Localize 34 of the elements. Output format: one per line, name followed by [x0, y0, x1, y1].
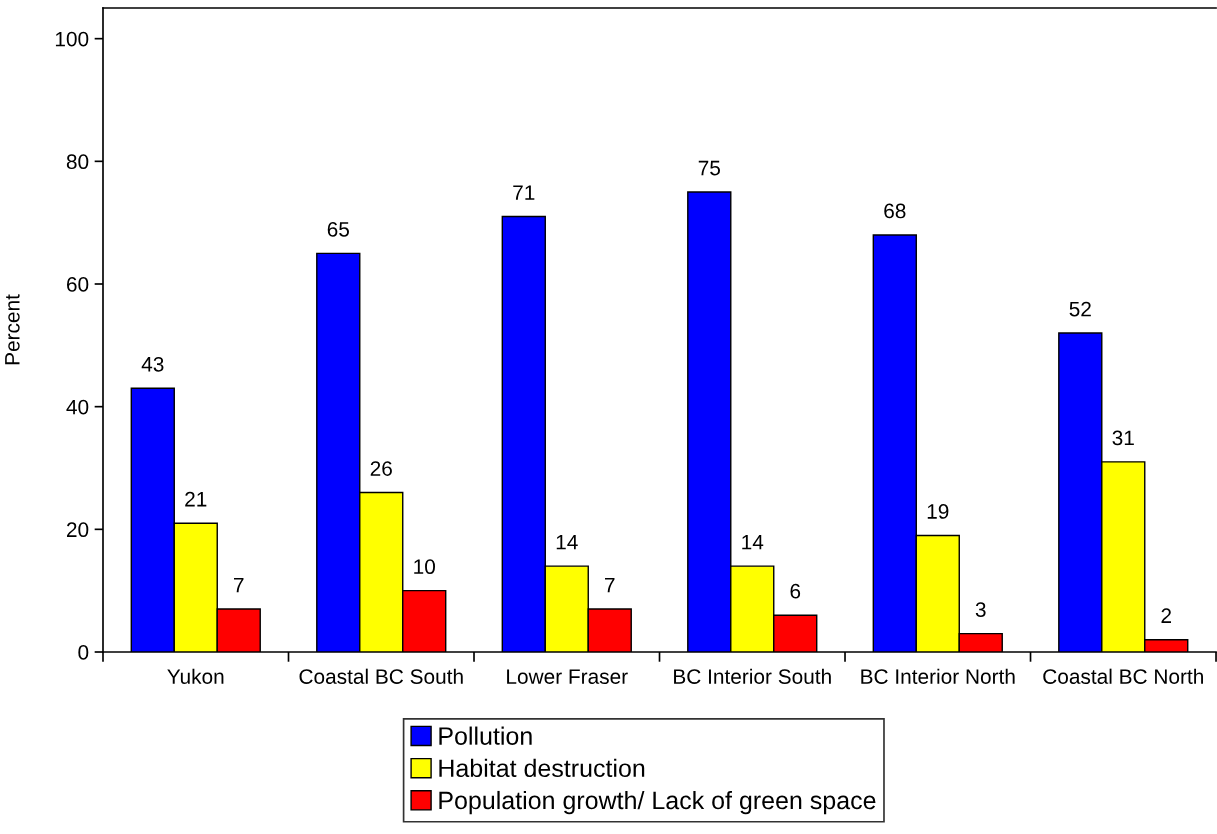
x-tick-label: Yukon [167, 668, 224, 684]
y-tick-label: 60 [67, 277, 89, 292]
data-label: 26 [370, 461, 392, 476]
legend-label: Habitat destruction [439, 758, 645, 778]
data-label: 31 [1112, 430, 1134, 446]
x-tick-label: BC Interior North [861, 668, 1015, 684]
data-label: 14 [742, 534, 764, 550]
data-label: 52 [1069, 301, 1091, 317]
x-tick-label: BC Interior South [674, 668, 831, 684]
data-label: 3 [975, 602, 986, 617]
y-tick-label: 80 [66, 154, 89, 170]
y-tick-label: 40 [66, 399, 89, 415]
data-label: 75 [698, 160, 720, 176]
data-label: 7 [234, 577, 244, 593]
data-label: 10 [414, 559, 435, 575]
legend-label: Population growth/ Lack of green space [439, 790, 876, 815]
data-label: 71 [513, 185, 535, 200]
y-tick-label: 20 [66, 522, 89, 538]
x-tick-label: Lower Fraser [507, 669, 628, 684]
x-tick-label: Coastal BC South [299, 668, 463, 684]
data-label: 43 [141, 356, 164, 372]
data-label: 6 [790, 583, 801, 599]
legend-label: Pollution [439, 726, 532, 745]
data-label: 7 [605, 577, 615, 593]
x-tick-label: Coastal BC North [1043, 668, 1203, 684]
data-label: 21 [185, 491, 207, 507]
y-tick-label: 0 [78, 645, 89, 660]
y-tick-label: 100 [55, 31, 89, 47]
data-label: 65 [327, 221, 349, 237]
data-label: 2 [1161, 608, 1171, 623]
data-label: 14 [556, 534, 578, 550]
y-axis-title: Percent [5, 294, 20, 365]
data-label: 19 [927, 504, 949, 519]
data-label: 68 [884, 203, 906, 219]
